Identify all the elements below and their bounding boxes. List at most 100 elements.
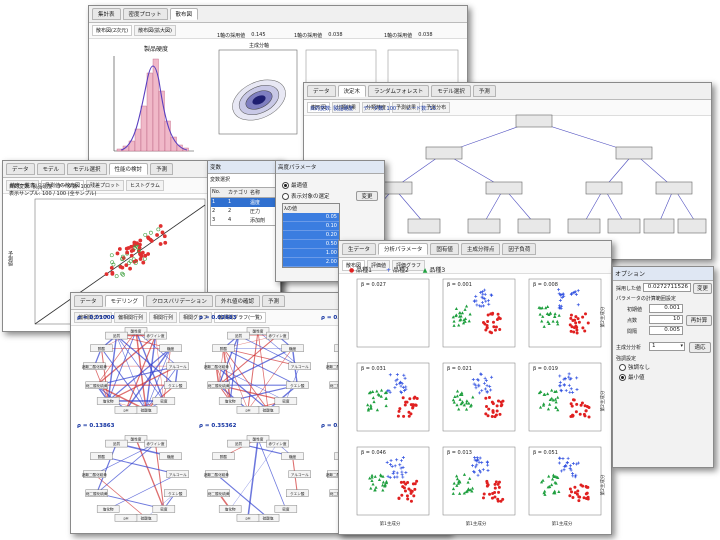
pca-point <box>491 320 495 324</box>
subtab-tree-diagram[interactable]: 樹形図 <box>307 102 331 113</box>
subtab-cor-matrix[interactable]: 相関行列 <box>149 312 178 323</box>
components-select[interactable]: 1 ▾ <box>649 342 685 351</box>
subtab-accuracy-list[interactable]: 精度一覧表 <box>6 180 40 191</box>
subtab-pca-evalgraph[interactable]: 評価グラフ <box>392 260 426 271</box>
pca-point <box>571 291 575 295</box>
tab-data-2[interactable]: データ <box>6 163 35 175</box>
apply-button[interactable]: 適応 <box>689 342 711 353</box>
tab-predict[interactable]: 予測 <box>472 85 496 97</box>
subtab-pcor-graph[interactable]: 偏相関グラフ <box>74 312 113 323</box>
variable-row[interactable]: 1 1 温度 <box>211 198 277 207</box>
tab-pc-score[interactable]: 主成分得点 <box>460 243 501 255</box>
tab-analysis-param[interactable]: 分析パラメータ <box>378 243 429 255</box>
subtab-residual[interactable]: 残差プロット <box>86 180 125 191</box>
subtab-prediction[interactable]: 予測結果 <box>392 102 421 113</box>
pca-point <box>370 475 374 479</box>
pca-point <box>570 404 574 408</box>
param-list-item[interactable]: 1.00 <box>283 249 339 258</box>
pca-point <box>479 290 483 294</box>
variable-row[interactable]: 2 2 圧力 <box>211 207 277 216</box>
pca-point <box>469 403 473 407</box>
tab-random-forest[interactable]: ランダムフォレスト <box>368 85 430 97</box>
tab-performance[interactable]: 性能の検討 <box>108 163 149 175</box>
pca-point <box>556 408 560 412</box>
tab-decision-tree[interactable]: 決定木 <box>337 85 367 97</box>
subtab-pred-scatter[interactable]: 予測値の散布図 <box>41 180 85 191</box>
tab-predict-2[interactable]: 予測 <box>150 163 174 175</box>
subtab-pca-scatter[interactable]: 散布図 <box>342 260 366 271</box>
subtab-histogram[interactable]: ヒストグラム <box>126 180 164 191</box>
network-node <box>164 381 187 389</box>
radio-min[interactable]: 最小値 <box>619 373 645 381</box>
network-edge <box>257 330 300 367</box>
subtab-scatter-2d[interactable]: 散布図(2次元) <box>92 25 133 36</box>
radio-none[interactable]: 強調なし <box>619 363 650 371</box>
pca-point <box>392 470 396 474</box>
param-opt2[interactable]: 表示対象の選定 <box>282 192 330 200</box>
tab-eigenvalue[interactable]: 固有値 <box>430 243 459 255</box>
subtab-pcor-matrix[interactable]: 偏相関行列 <box>114 312 148 323</box>
pca-point <box>399 466 403 470</box>
tab-predict-3[interactable]: 予測 <box>261 295 285 307</box>
param-list-item[interactable]: 0.10 <box>283 222 339 231</box>
tab-modeling[interactable]: モデリング <box>104 295 145 307</box>
tab-outlier[interactable]: 外れ値の確認 <box>214 295 260 307</box>
tab-scatter[interactable]: 散布図 <box>169 8 199 20</box>
param-opt1[interactable]: 最適値 <box>282 181 308 189</box>
subtab-pcor-list[interactable]: 偏相関グラフ(一覧) <box>214 312 266 323</box>
tab-data-3[interactable]: データ <box>74 295 103 307</box>
change-button[interactable]: 変更 <box>693 283 712 294</box>
network-node <box>286 381 309 389</box>
pca-point <box>485 404 489 408</box>
adopted-value-field[interactable]: 0.0272711526 <box>643 283 691 292</box>
variable-header: 変数選択 <box>210 177 231 183</box>
pca-point <box>538 405 543 409</box>
tab-model-select[interactable]: モデル選択 <box>431 85 471 97</box>
variable-table: No. カテゴリ 名称 1 1 温度 2 2 圧力 3 4 添加剤 <box>210 187 278 226</box>
subtab-distribution[interactable]: 予測分布 <box>422 102 451 113</box>
tab-summary[interactable]: 集計表 <box>92 8 121 20</box>
tab-cross-validation[interactable]: クロスバリデーション <box>146 295 213 307</box>
pca-cell-frame <box>442 278 516 348</box>
pca-point <box>370 473 374 477</box>
points-value-field[interactable]: 10 <box>649 315 683 324</box>
pca-point <box>457 479 461 483</box>
tab-model-select-2[interactable]: モデル選択 <box>67 163 107 175</box>
scatter-point <box>135 241 139 246</box>
tab-data[interactable]: データ <box>307 85 336 97</box>
pca-point <box>558 380 562 384</box>
pca-point <box>565 461 569 465</box>
stat-value-3: 0.038 <box>418 32 433 38</box>
pca-y-label: 第2主成分 <box>599 390 606 411</box>
network-node <box>218 397 242 405</box>
param-list-item[interactable]: 2.00 <box>283 258 339 267</box>
network-edge <box>223 348 269 411</box>
tab-raw-data[interactable]: 生データ <box>342 243 377 255</box>
pca-beta-label: β = 0.051 <box>533 450 558 456</box>
initial-value-field[interactable]: 0.001 <box>649 304 683 313</box>
subtab-cor-graph[interactable]: 相関グラフ <box>179 312 213 323</box>
subtab-accuracy[interactable]: 分類精度 <box>362 102 391 113</box>
step-value-field[interactable]: 0.005 <box>649 326 683 335</box>
network-node <box>166 470 189 478</box>
param-change-button[interactable]: 変更 <box>356 191 378 201</box>
pca-point <box>471 464 475 468</box>
variable-row[interactable]: 3 4 添加剤 <box>211 216 277 225</box>
pca-point <box>381 480 385 484</box>
tab-density[interactable]: 密度プロット <box>122 8 168 20</box>
param-list-item[interactable]: 0.20 <box>283 231 339 240</box>
pca-point <box>484 396 488 400</box>
param-list-item[interactable]: 0.05 <box>283 213 339 222</box>
tab-model[interactable]: モデル <box>36 163 66 175</box>
subtab-classification[interactable]: 分類結果 <box>332 102 361 113</box>
pca-point <box>587 415 591 419</box>
subtab-pca-eval[interactable]: 評価値 <box>367 260 391 271</box>
recalc-button[interactable]: 再計算 <box>686 315 712 326</box>
network-node-label: 密度 <box>282 507 290 512</box>
network-node-label: 糖度 <box>289 454 297 459</box>
subtab-scatter-zoom[interactable]: 散布図(拡大図) <box>134 25 176 36</box>
tab-loading[interactable]: 因子負荷 <box>502 243 537 255</box>
pca-cell-frame <box>528 362 602 432</box>
param-list-item[interactable]: 0.50 <box>283 240 339 249</box>
